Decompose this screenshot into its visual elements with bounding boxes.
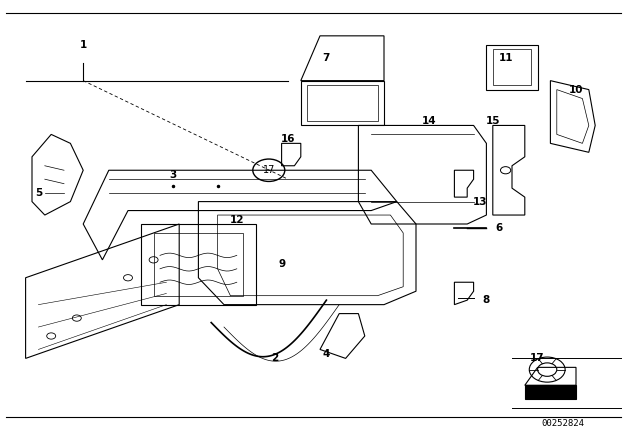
Text: 9: 9 xyxy=(278,259,285,269)
Text: 3: 3 xyxy=(169,170,177,180)
Text: 11: 11 xyxy=(499,53,513,63)
Text: 17: 17 xyxy=(262,165,275,175)
Text: 16: 16 xyxy=(281,134,295,144)
Text: 10: 10 xyxy=(569,85,583,95)
Text: 2: 2 xyxy=(271,353,279,363)
Text: 12: 12 xyxy=(230,215,244,224)
Text: 00252824: 00252824 xyxy=(541,419,585,428)
Text: 15: 15 xyxy=(486,116,500,126)
Text: 7: 7 xyxy=(323,53,330,63)
Text: 6: 6 xyxy=(495,224,503,233)
Text: 1: 1 xyxy=(79,40,87,50)
Text: 5: 5 xyxy=(35,188,42,198)
Text: 14: 14 xyxy=(422,116,436,126)
Text: 4: 4 xyxy=(323,349,330,359)
Polygon shape xyxy=(525,385,576,399)
Text: 8: 8 xyxy=(483,295,490,305)
Text: 13: 13 xyxy=(473,197,487,207)
Text: 17: 17 xyxy=(531,353,545,363)
